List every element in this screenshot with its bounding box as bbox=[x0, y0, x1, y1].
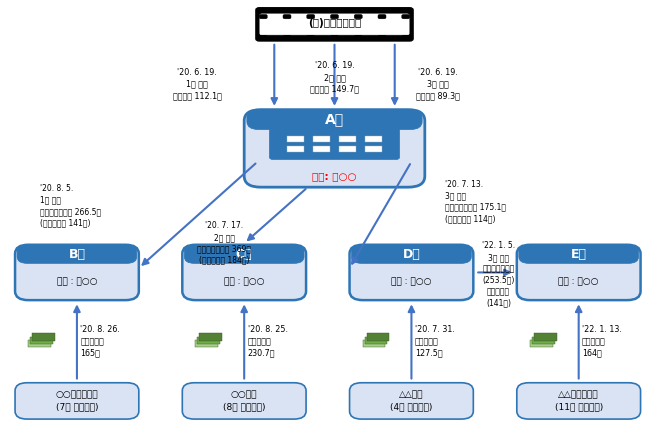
FancyBboxPatch shape bbox=[184, 245, 304, 263]
Text: ○○농협
(8곳 공동대출): ○○농협 (8곳 공동대출) bbox=[223, 391, 266, 411]
Text: '22. 1. 13.
담보대출금
164억: '22. 1. 13. 담보대출금 164억 bbox=[582, 326, 622, 358]
FancyBboxPatch shape bbox=[28, 340, 51, 347]
Text: '20. 6. 19.
2차 상가
매매대금 149.7억: '20. 6. 19. 2차 상가 매매대금 149.7억 bbox=[310, 61, 359, 94]
Text: △△새마을금고
(11곳 공동대출): △△새마을금고 (11곳 공동대출) bbox=[555, 391, 603, 411]
FancyBboxPatch shape bbox=[365, 146, 382, 152]
FancyBboxPatch shape bbox=[199, 334, 222, 341]
FancyBboxPatch shape bbox=[349, 383, 474, 419]
FancyBboxPatch shape bbox=[363, 340, 385, 347]
Text: B사: B사 bbox=[68, 248, 86, 260]
Text: 대표 : 久○○: 대표 : 久○○ bbox=[57, 278, 97, 287]
Text: '20. 7. 17.
2차 상가
업계약매매대금 369억
(실매매대금 184억): '20. 7. 17. 2차 상가 업계약매매대금 369억 (실매매대금 18… bbox=[197, 222, 251, 265]
Text: 대표 : 呂○○: 대표 : 呂○○ bbox=[391, 278, 432, 287]
FancyBboxPatch shape bbox=[260, 15, 268, 19]
Text: C사: C사 bbox=[236, 248, 252, 260]
Text: D사: D사 bbox=[403, 248, 420, 260]
FancyBboxPatch shape bbox=[330, 15, 339, 19]
FancyBboxPatch shape bbox=[30, 337, 53, 344]
FancyBboxPatch shape bbox=[256, 8, 413, 41]
FancyBboxPatch shape bbox=[260, 35, 268, 40]
Text: 대표 : 呂○○: 대표 : 呂○○ bbox=[559, 278, 599, 287]
FancyBboxPatch shape bbox=[339, 146, 356, 152]
FancyBboxPatch shape bbox=[532, 337, 555, 344]
Text: 대표 : 巳○○: 대표 : 巳○○ bbox=[224, 278, 264, 287]
FancyBboxPatch shape bbox=[355, 35, 363, 40]
FancyBboxPatch shape bbox=[519, 245, 638, 263]
Text: ○○새마을금고
(7곳 공동대출): ○○새마을금고 (7곳 공동대출) bbox=[56, 391, 98, 411]
FancyBboxPatch shape bbox=[307, 15, 315, 19]
Text: '20. 7. 31.
담보대출금
127.5억: '20. 7. 31. 담보대출금 127.5억 bbox=[415, 326, 455, 358]
FancyBboxPatch shape bbox=[378, 35, 386, 40]
FancyBboxPatch shape bbox=[365, 337, 387, 344]
FancyBboxPatch shape bbox=[365, 136, 382, 142]
FancyBboxPatch shape bbox=[349, 245, 474, 300]
FancyBboxPatch shape bbox=[287, 136, 304, 142]
FancyBboxPatch shape bbox=[313, 146, 330, 152]
FancyBboxPatch shape bbox=[517, 245, 641, 300]
FancyBboxPatch shape bbox=[270, 128, 399, 159]
FancyBboxPatch shape bbox=[339, 136, 356, 142]
FancyBboxPatch shape bbox=[197, 337, 220, 344]
FancyBboxPatch shape bbox=[307, 35, 315, 40]
FancyBboxPatch shape bbox=[378, 15, 386, 19]
Text: '20. 6. 19.
3차 상가
매매대금 89.3억: '20. 6. 19. 3차 상가 매매대금 89.3억 bbox=[416, 68, 460, 101]
FancyBboxPatch shape bbox=[313, 136, 330, 142]
Text: A사: A사 bbox=[325, 113, 344, 127]
FancyBboxPatch shape bbox=[244, 110, 425, 187]
Text: '20. 8. 25.
담보대출금
230.7억: '20. 8. 25. 담보대출금 230.7억 bbox=[248, 326, 288, 358]
FancyBboxPatch shape bbox=[401, 35, 409, 40]
FancyBboxPatch shape bbox=[247, 110, 422, 129]
FancyBboxPatch shape bbox=[517, 383, 641, 419]
FancyBboxPatch shape bbox=[260, 14, 409, 35]
FancyBboxPatch shape bbox=[367, 334, 389, 341]
FancyBboxPatch shape bbox=[283, 15, 291, 19]
Text: '22. 1. 5.
3차 상가
업계약매매대금
(253.5억)
실매매대금
(141억): '22. 1. 5. 3차 상가 업계약매매대금 (253.5억) 실매매대금 … bbox=[482, 241, 515, 308]
FancyBboxPatch shape bbox=[534, 334, 557, 341]
FancyBboxPatch shape bbox=[283, 35, 291, 40]
FancyBboxPatch shape bbox=[182, 383, 306, 419]
Text: 대표: 구○○: 대표: 구○○ bbox=[312, 171, 357, 181]
FancyBboxPatch shape bbox=[530, 340, 553, 347]
FancyBboxPatch shape bbox=[355, 15, 363, 19]
FancyBboxPatch shape bbox=[287, 146, 304, 152]
Text: '20. 8. 5.
1차 상가
업계약매매대금 266.5억
(실매매대금 141억): '20. 8. 5. 1차 상가 업계약매매대금 266.5억 (실매매대금 1… bbox=[40, 184, 101, 228]
Text: '20. 8. 26.
담보대출금
165억: '20. 8. 26. 담보대출금 165억 bbox=[80, 326, 120, 358]
FancyBboxPatch shape bbox=[195, 340, 218, 347]
FancyBboxPatch shape bbox=[182, 245, 306, 300]
Text: △△농협
(4곳 공동대출): △△농협 (4곳 공동대출) bbox=[390, 391, 433, 411]
FancyBboxPatch shape bbox=[17, 245, 137, 263]
FancyBboxPatch shape bbox=[15, 383, 139, 419]
FancyBboxPatch shape bbox=[330, 35, 339, 40]
FancyBboxPatch shape bbox=[352, 245, 471, 263]
FancyBboxPatch shape bbox=[15, 245, 139, 300]
Text: '20. 6. 19.
1차 상가
매매대금 112.1억: '20. 6. 19. 1차 상가 매매대금 112.1억 bbox=[173, 68, 222, 101]
FancyBboxPatch shape bbox=[32, 334, 55, 341]
Text: '20. 7. 13.
3차 상가
업계약매매대금 175.1억
(실매매대금 114억): '20. 7. 13. 3차 상가 업계약매매대금 175.1억 (실매매대금 … bbox=[445, 180, 506, 223]
FancyBboxPatch shape bbox=[401, 15, 409, 19]
Text: E사: E사 bbox=[571, 248, 587, 260]
Text: (주)한국토지신탁: (주)한국토지신탁 bbox=[308, 18, 361, 28]
